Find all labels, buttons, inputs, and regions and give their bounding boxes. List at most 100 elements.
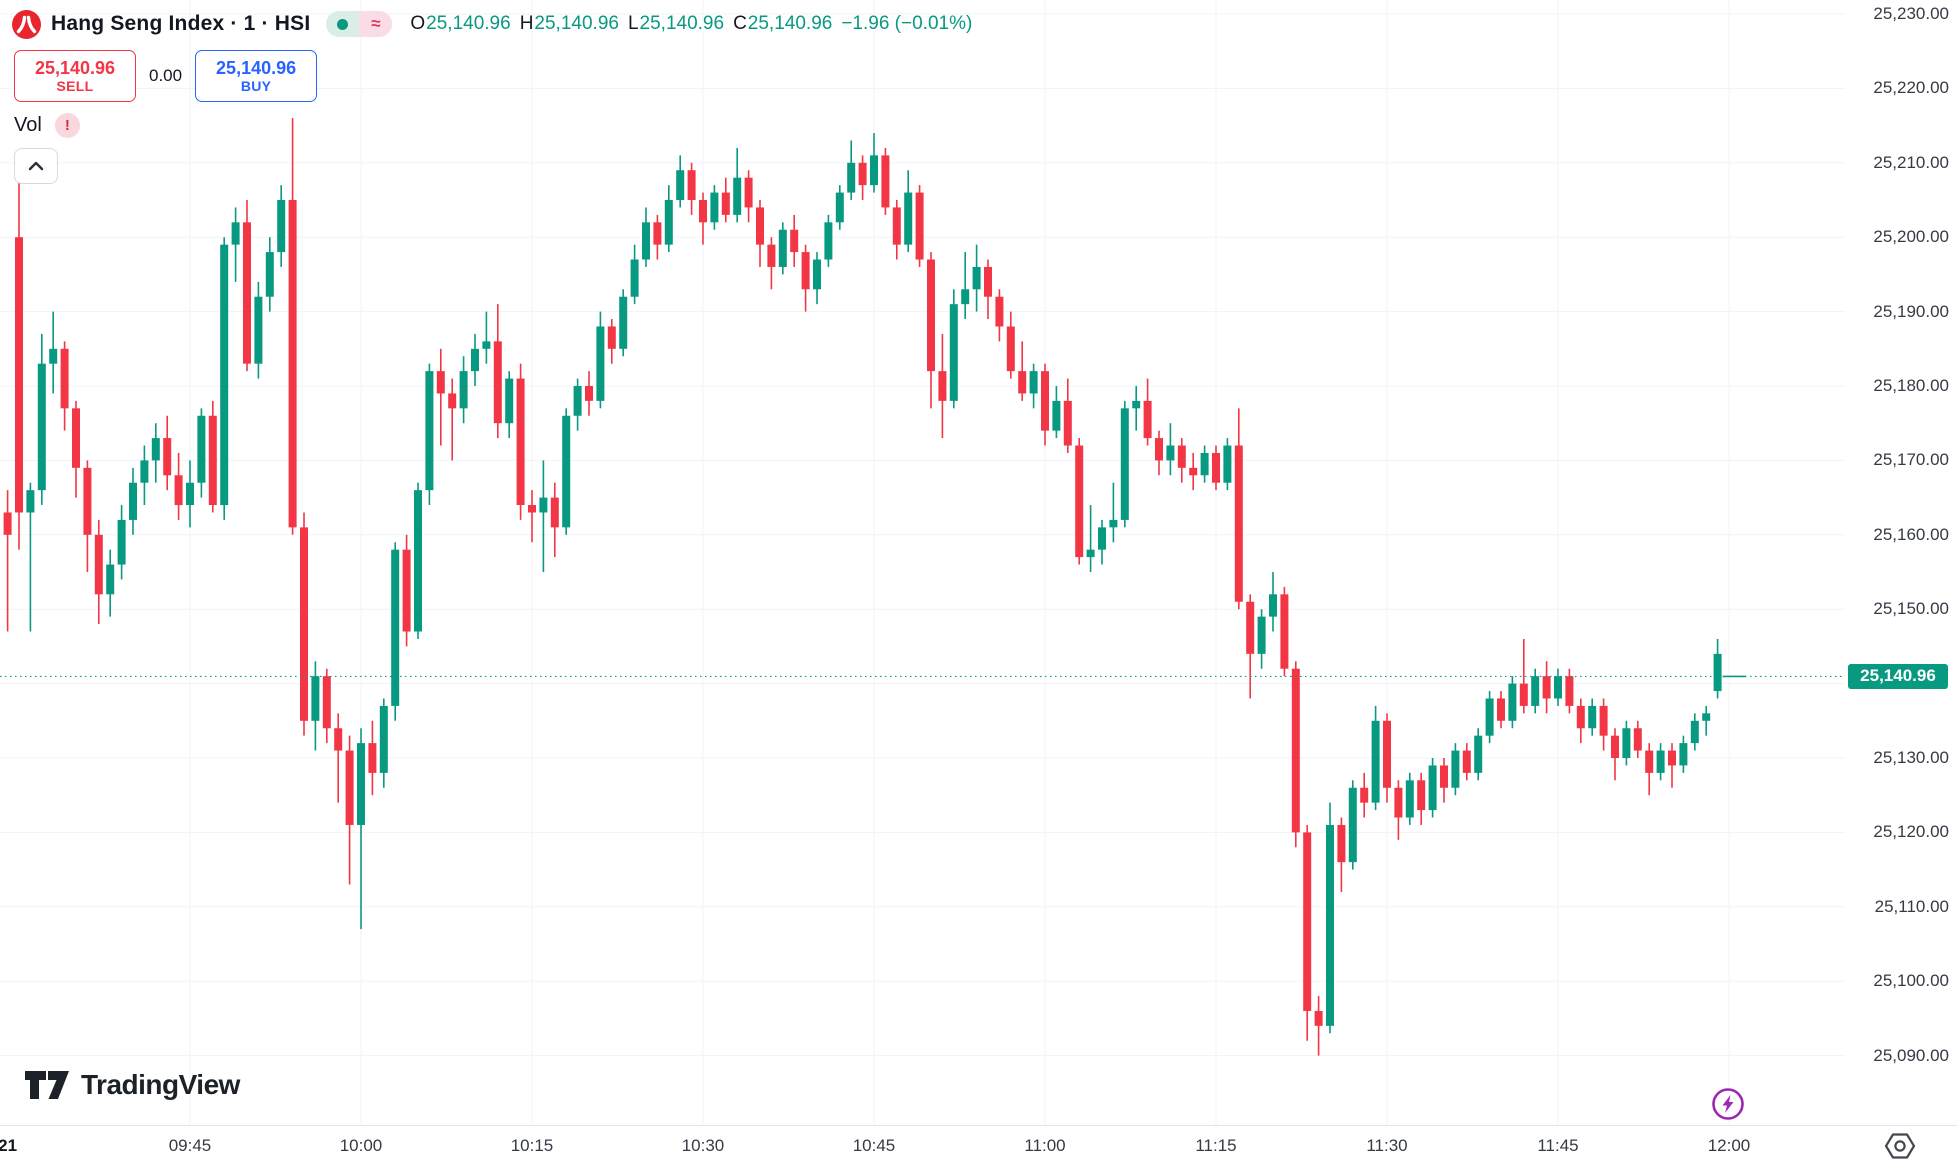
candle [345, 735, 354, 885]
time-axis-label: 12:00 [1707, 1136, 1751, 1155]
price-axis-label: 25,170.00 [1873, 450, 1949, 470]
candle [231, 207, 240, 282]
time-axis-label: 10:15 [510, 1136, 554, 1155]
candle [938, 333, 947, 439]
candle [653, 214, 662, 260]
volume-indicator-label[interactable]: Vol [14, 114, 42, 136]
candle [824, 214, 833, 267]
candle [265, 237, 274, 312]
candle [186, 460, 194, 528]
symbol-title[interactable]: Hang Seng Index · 1 · HSI [51, 12, 311, 35]
candle [288, 118, 297, 535]
settings-gear-icon[interactable] [1884, 1130, 1916, 1162]
candle [1531, 668, 1540, 714]
candle [220, 237, 229, 520]
close-label: C [733, 13, 747, 34]
price-axis-label: 25,110.00 [1874, 896, 1949, 916]
sell-button[interactable]: 25,140.96 SELL [14, 50, 136, 102]
candle [311, 661, 320, 751]
candle [1588, 698, 1597, 736]
candle [813, 252, 821, 305]
candle [277, 185, 286, 267]
candle [243, 200, 251, 372]
candle [1428, 758, 1437, 818]
candle [995, 289, 1004, 342]
candle [1018, 341, 1027, 401]
candle [1143, 378, 1152, 446]
candle [1291, 661, 1300, 848]
candle [801, 244, 810, 312]
candle [1086, 505, 1095, 572]
candle [482, 311, 491, 364]
open-value: 25,140.96 [426, 13, 511, 34]
trade-panel: 25,140.96 SELL 0.00 25,140.96 BUY [14, 50, 318, 102]
candle [1462, 743, 1471, 781]
candle [847, 140, 856, 200]
candle [1371, 705, 1380, 811]
candle [1633, 720, 1642, 758]
candle [83, 460, 92, 572]
current-price-tag: 25,140.96 [1848, 663, 1948, 689]
candle [1679, 735, 1688, 773]
candle [1006, 311, 1015, 379]
price-axis-label: 25,120.00 [1873, 822, 1949, 842]
candle [459, 356, 468, 424]
candle [870, 133, 878, 193]
candle [858, 155, 867, 200]
collapse-pane-button[interactable] [14, 148, 58, 184]
candle [676, 155, 685, 208]
price-axis-label: 25,150.00 [1873, 599, 1949, 619]
time-axis-label: 09:45 [168, 1136, 212, 1155]
candle [72, 400, 80, 498]
realtime-flash-icon[interactable] [1711, 1087, 1745, 1121]
candle [1360, 772, 1369, 818]
candle [516, 363, 525, 520]
candle [60, 341, 69, 431]
candle [1189, 452, 1198, 491]
candle [1234, 408, 1243, 610]
candle [391, 542, 400, 721]
market-status-badge[interactable]: ≈ [326, 11, 393, 37]
tradingview-brand[interactable]: TradingView [25, 1069, 240, 1101]
delayed-data-icon: ≈ [359, 11, 393, 37]
tradingview-logo-text: TradingView [81, 1069, 240, 1100]
candle [1611, 728, 1619, 781]
candle [892, 200, 901, 260]
candle [961, 252, 970, 320]
price-axis-label: 25,210.00 [1873, 152, 1949, 172]
candle [1269, 572, 1277, 632]
time-axis-label: 10:00 [339, 1136, 383, 1155]
candle [493, 304, 502, 439]
candle [642, 207, 650, 267]
candle [744, 170, 753, 223]
candle [1303, 824, 1312, 1041]
candle [1622, 720, 1631, 766]
candle [1656, 743, 1665, 781]
candle [949, 289, 958, 409]
candle [585, 371, 593, 416]
candle [1063, 378, 1072, 453]
candle [1075, 438, 1084, 565]
spread-value: 0.00 [149, 66, 183, 85]
candle [972, 244, 981, 312]
candle [1098, 519, 1106, 565]
hsi-symbol-logo-icon[interactable] [12, 9, 41, 39]
candle [1554, 668, 1562, 706]
indicator-warning-icon[interactable]: ! [54, 113, 80, 138]
price-axis-label: 25,230.00 [1873, 4, 1949, 23]
time-axis-label: 10:30 [681, 1136, 725, 1155]
candle [1497, 691, 1505, 729]
candle [15, 177, 23, 550]
candle [1109, 482, 1118, 543]
candle [26, 482, 35, 632]
open-label: O [410, 13, 426, 34]
buy-button[interactable]: 25,140.96 BUY [195, 50, 318, 102]
low-label: L [627, 13, 639, 34]
candle [1394, 780, 1403, 840]
candle [1519, 638, 1528, 714]
candle [927, 252, 935, 409]
candle [1280, 586, 1289, 677]
volume-indicator-row: Vol ! [14, 113, 80, 138]
close-value: 25,140.96 [747, 13, 833, 34]
